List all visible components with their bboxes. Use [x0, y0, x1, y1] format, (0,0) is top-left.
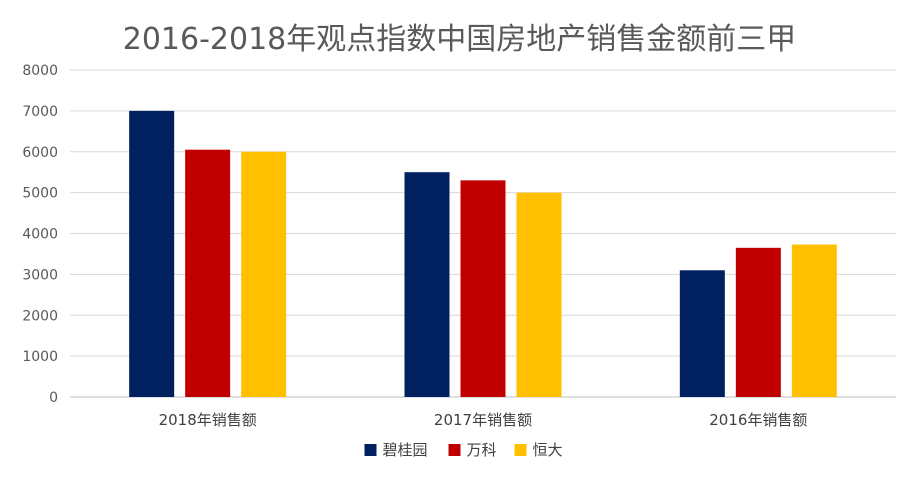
y-tick-label: 1000 — [22, 349, 58, 365]
y-tick-label: 8000 — [22, 63, 58, 79]
y-tick-label: 6000 — [22, 145, 58, 161]
bar — [241, 151, 287, 397]
bar — [516, 192, 562, 397]
bar — [404, 172, 450, 397]
x-tick-label: 2017年销售额 — [434, 411, 532, 429]
legend-swatch — [364, 444, 377, 456]
bar — [735, 247, 781, 397]
x-tick-label: 2018年销售额 — [159, 411, 257, 429]
y-tick-label: 2000 — [22, 308, 58, 324]
legend-label: 碧桂园 — [383, 441, 428, 459]
bar — [129, 110, 175, 397]
bar — [185, 149, 231, 397]
legend-label: 恒大 — [533, 441, 563, 459]
y-tick-label: 4000 — [22, 227, 58, 243]
legend-label: 万科 — [467, 441, 497, 459]
legend-swatch — [448, 444, 461, 456]
bar — [791, 244, 837, 397]
y-tick-label: 5000 — [22, 186, 58, 202]
y-tick-label: 0 — [49, 390, 58, 406]
legend-swatch — [514, 444, 527, 456]
bar — [679, 270, 725, 397]
chart-title: 2016-2018年观点指数中国房地产销售金额前三甲 — [122, 22, 797, 57]
bar — [460, 180, 506, 397]
x-tick-label: 2016年销售额 — [709, 411, 807, 429]
y-tick-label: 3000 — [22, 267, 58, 283]
y-tick-label: 7000 — [22, 104, 58, 120]
